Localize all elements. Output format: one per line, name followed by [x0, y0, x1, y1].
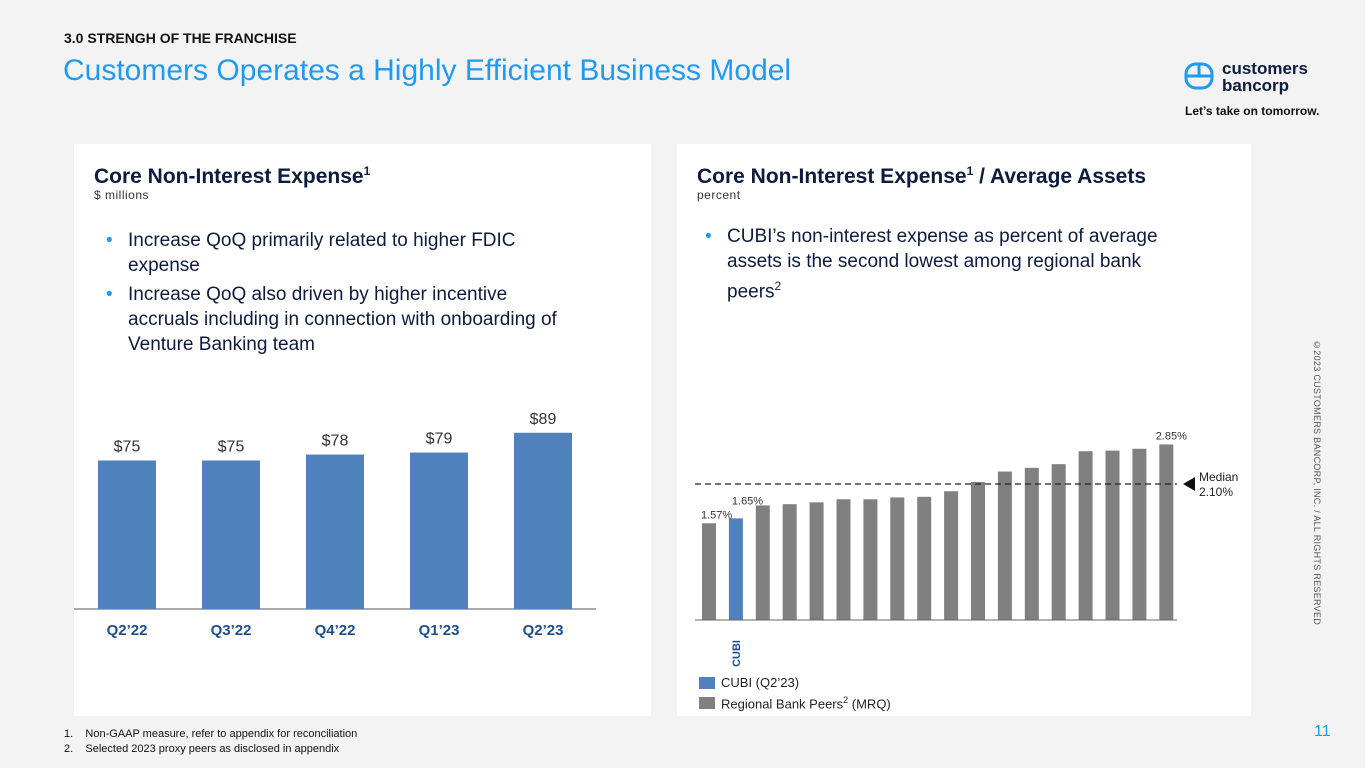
x-tick-label: Q2’22	[107, 622, 148, 639]
legend-item-peers: Regional Bank Peers2 (MRQ)	[699, 695, 891, 711]
bullet-list: CUBI’s non-interest expense as percent o…	[699, 224, 1169, 308]
peer-bar	[809, 502, 824, 620]
bar	[410, 452, 468, 609]
bullet-item: Increase QoQ also driven by higher incen…	[100, 282, 570, 357]
legend-label: CUBI (Q2’23)	[721, 675, 800, 690]
peer-bar	[1051, 464, 1066, 620]
bullet-text: CUBI’s non-interest expense as percent o…	[727, 226, 1158, 303]
bar	[306, 454, 364, 609]
section-label: 3.0 STRENGH OF THE FRANCHISE	[64, 30, 297, 46]
peer-bar	[917, 496, 932, 620]
bar	[202, 460, 260, 609]
peer-bar	[836, 499, 851, 620]
footnote-ref: 2	[843, 695, 849, 705]
logo-line2: bancorp	[1222, 76, 1290, 95]
bullet-list: Increase QoQ primarily related to higher…	[100, 228, 570, 361]
footnote: 1. Non-GAAP measure, refer to appendix f…	[64, 728, 358, 740]
cubi-bar	[728, 518, 743, 620]
bar	[98, 460, 156, 609]
heading-text: Core Non-Interest Expense	[697, 165, 967, 188]
legend-item-cubi: CUBI (Q2’23)	[699, 675, 799, 690]
bar-value-label: $75	[218, 439, 245, 456]
core-expense-chart: $75 Q2’22 $75 Q3’22 $78 Q4’22 $79 Q1’23 $89 Q2’23	[74, 411, 596, 639]
peer-bar	[702, 523, 716, 620]
bar-value-label: 2.85%	[1156, 430, 1187, 442]
expense-to-assets-panel: Core Non-Interest Expense1 / Average Ass…	[677, 144, 1251, 716]
copyright: ©2023 CUSTOMERS BANCORP, INC. / ALL RIGH…	[1312, 340, 1322, 626]
median-arrow-icon	[1183, 477, 1195, 491]
page-number: 11	[1314, 723, 1331, 740]
logo-line1: customers	[1222, 59, 1308, 78]
peer-bar	[1078, 451, 1093, 620]
peer-bar	[863, 499, 878, 620]
tagline: Let’s take on tomorrow.	[1185, 104, 1320, 118]
legend-swatch	[699, 697, 715, 710]
x-tick-label: Q2’23	[523, 622, 564, 639]
legend-swatch	[699, 676, 715, 689]
panel-heading: Core Non-Interest Expense1 / Average Ass…	[697, 164, 1146, 189]
logo-text: customers bancorp	[1222, 60, 1308, 94]
page-title: Customers Operates a Highly Efficient Bu…	[63, 54, 792, 87]
bar-value-label: $78	[322, 433, 349, 450]
cubi-tick-label: CUBI	[731, 640, 743, 667]
peer-bar	[1132, 448, 1147, 620]
median-label: Median	[1199, 470, 1238, 484]
panel-subtitle: $ millions	[94, 188, 150, 202]
peer-bar	[1159, 444, 1174, 620]
panel-subtitle: percent	[697, 188, 741, 202]
bullet-item: CUBI’s non-interest expense as percent o…	[699, 224, 1169, 304]
x-tick-label: Q1’23	[419, 622, 460, 639]
peer-bar	[971, 482, 985, 620]
footnotes: 1. Non-GAAP measure, refer to appendix f…	[64, 727, 357, 757]
footnote-ref: 1	[363, 164, 371, 178]
bar-value-label: $79	[426, 431, 453, 448]
peer-bar	[782, 504, 797, 620]
median-value-label: 2.10%	[1199, 485, 1233, 499]
footnote-ref: 2	[774, 279, 782, 293]
peer-bar	[1024, 467, 1039, 620]
customers-bancorp-logo-icon	[1184, 62, 1214, 90]
bar-value-label: $89	[530, 411, 557, 428]
peer-bar	[890, 497, 905, 620]
peer-bar	[997, 471, 1012, 620]
peer-bar	[755, 505, 770, 620]
panel-heading: Core Non-Interest Expense1	[94, 164, 370, 189]
x-tick-label: Q3’22	[211, 622, 252, 639]
core-expense-panel: Core Non-Interest Expense1 $ millions In…	[74, 144, 651, 716]
heading-text: Core Non-Interest Expense	[94, 165, 364, 188]
legend-label: Regional Bank Peers2 (MRQ)	[721, 695, 891, 711]
legend-label-suffix: (MRQ)	[848, 696, 891, 712]
footnote: 2. Selected 2023 proxy peers as disclose…	[64, 743, 340, 755]
bar-value-label: 1.65%	[732, 495, 763, 507]
bar-value-label: 1.57%	[701, 509, 732, 521]
bar	[514, 432, 572, 609]
heading-text: / Average Assets	[973, 165, 1147, 188]
footnote-ref: 1	[966, 164, 974, 178]
bar-value-label: $75	[114, 439, 141, 456]
peer-bar	[944, 491, 959, 620]
legend-label-text: Regional Bank Peers	[721, 696, 844, 712]
bullet-item: Increase QoQ primarily related to higher…	[100, 228, 570, 278]
x-tick-label: Q4’22	[315, 622, 356, 639]
peer-bar	[1105, 450, 1120, 620]
